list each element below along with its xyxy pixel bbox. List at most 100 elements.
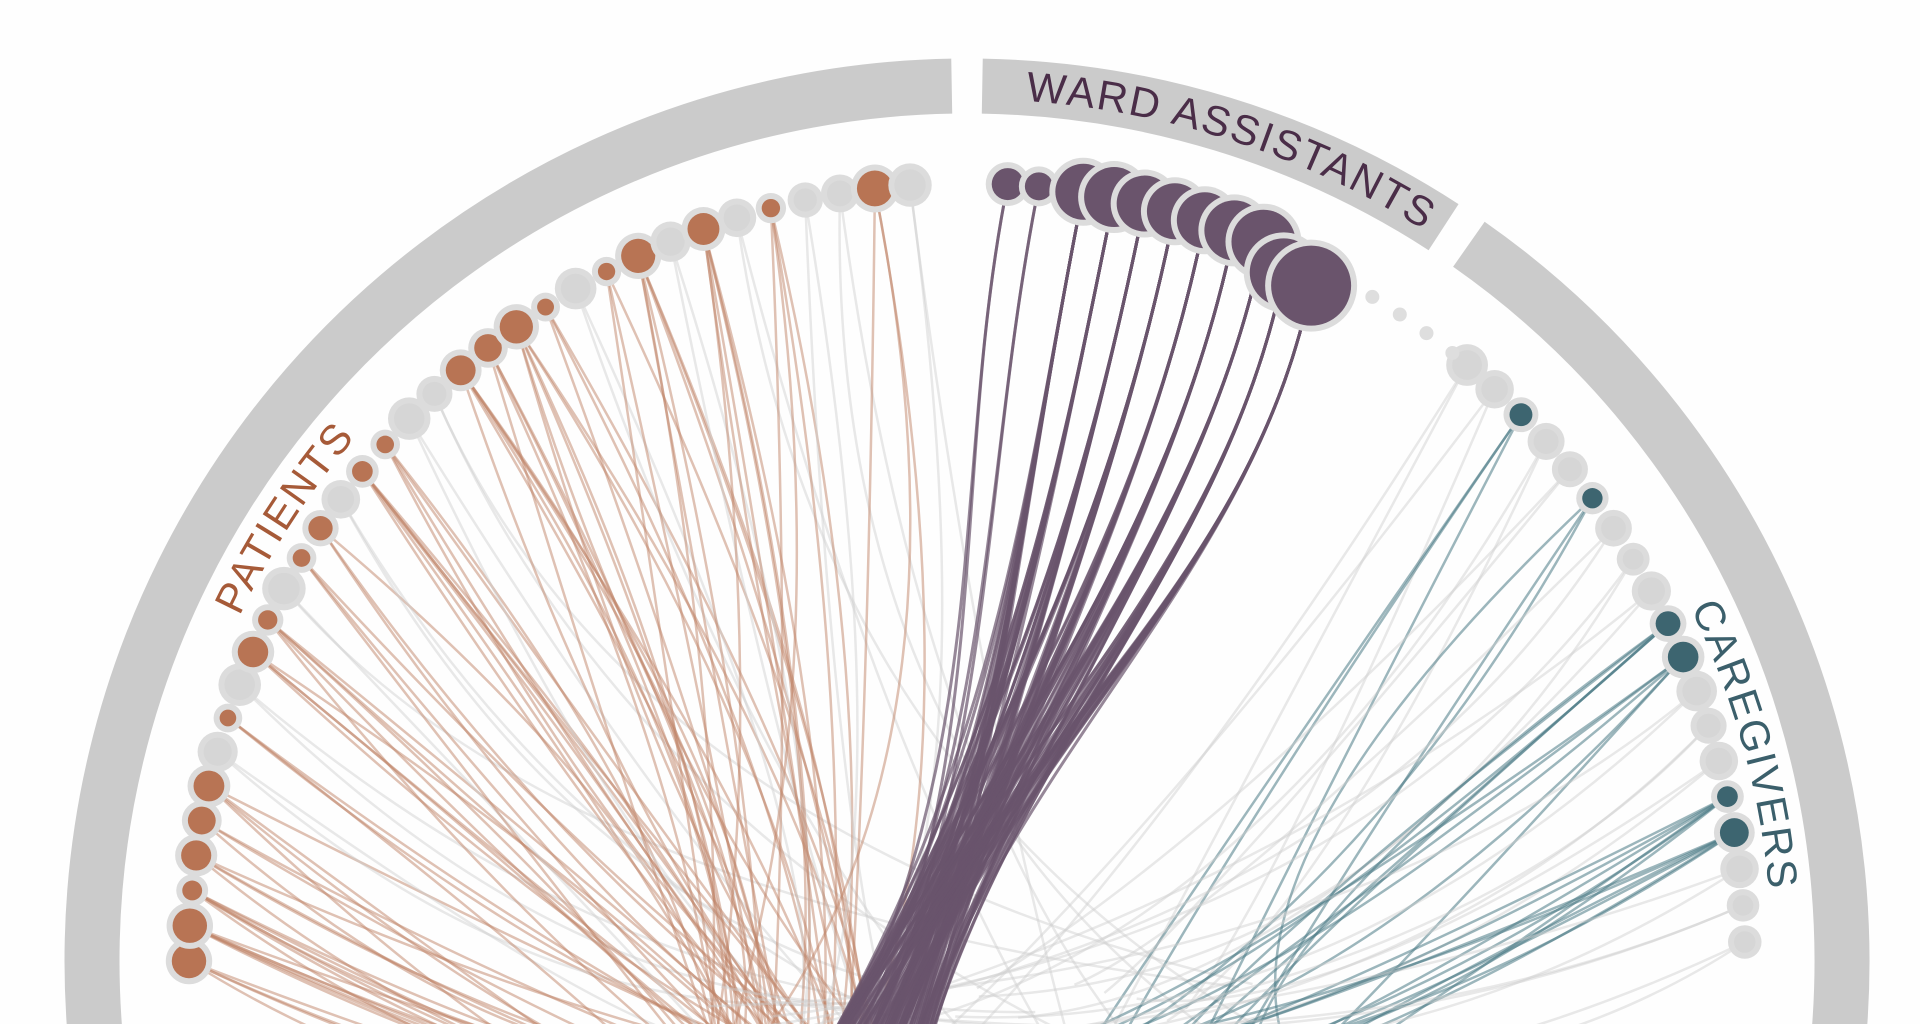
- link: [1259, 622, 1669, 1024]
- node: [445, 355, 476, 386]
- link: [515, 326, 831, 1024]
- link: [319, 527, 728, 1024]
- link: [486, 347, 716, 1024]
- node: [171, 943, 207, 979]
- link: [1348, 831, 1736, 1024]
- node: [1667, 641, 1699, 673]
- link: [636, 255, 764, 1024]
- ring: [64, 58, 1870, 1024]
- link: [515, 326, 866, 1024]
- link: [191, 889, 411, 1024]
- node: [1622, 548, 1644, 570]
- node: [1717, 786, 1738, 807]
- link: [838, 193, 1119, 1024]
- link: [195, 854, 527, 1024]
- link: [515, 326, 729, 1024]
- link: [216, 750, 656, 1024]
- node: [172, 908, 208, 943]
- link: [981, 364, 1469, 1024]
- link: [804, 199, 859, 1024]
- link: [266, 618, 750, 1024]
- node: [1419, 326, 1434, 341]
- link: [1183, 656, 1684, 1024]
- link: [1379, 867, 1741, 1024]
- link: [1395, 795, 1729, 1024]
- node: [1452, 350, 1482, 380]
- node: [1445, 345, 1460, 360]
- link: [702, 228, 830, 1024]
- node: [182, 880, 203, 901]
- link: [191, 889, 493, 1024]
- link: [1240, 795, 1728, 1024]
- link: [384, 443, 775, 1024]
- link: [1166, 440, 1548, 1023]
- link: [384, 443, 806, 1024]
- link: [319, 527, 779, 1024]
- link: [208, 785, 491, 1024]
- link: [735, 217, 1040, 1024]
- link: [433, 393, 1253, 986]
- node: [1601, 515, 1626, 541]
- node: [258, 610, 278, 630]
- link: [544, 306, 781, 1024]
- link: [266, 619, 650, 1024]
- link: [191, 889, 450, 1024]
- node: [1719, 818, 1749, 848]
- node: [474, 334, 502, 362]
- node: [1696, 713, 1721, 738]
- link: [1191, 622, 1669, 1024]
- link: [195, 854, 457, 1024]
- link: [300, 557, 795, 1024]
- node: [219, 709, 237, 727]
- node: [894, 169, 926, 201]
- node: [1582, 488, 1603, 509]
- link: [195, 854, 643, 1024]
- node: [1682, 676, 1711, 706]
- node: [292, 549, 311, 567]
- link: [300, 557, 710, 1024]
- node: [187, 806, 216, 835]
- link: [1086, 724, 1710, 1024]
- node: [1734, 931, 1756, 953]
- link: [266, 619, 676, 1024]
- link: [669, 241, 867, 1024]
- link: [408, 417, 850, 1024]
- link: [283, 587, 698, 1024]
- link: [733, 207, 799, 1024]
- link: [189, 924, 421, 1024]
- link: [459, 369, 748, 1024]
- link: [189, 924, 429, 1024]
- link: [1113, 364, 1469, 1024]
- node: [352, 461, 373, 482]
- link: [361, 470, 763, 1024]
- nodes: [165, 157, 1762, 985]
- link: [189, 924, 413, 1024]
- link: [188, 959, 342, 1024]
- link: [735, 217, 1257, 1024]
- node: [856, 170, 893, 207]
- link: [361, 470, 809, 1024]
- link: [191, 889, 467, 1024]
- link: [238, 683, 940, 1007]
- ring-segment: [1453, 221, 1870, 1024]
- node: [499, 310, 533, 344]
- link: [1154, 724, 1710, 1024]
- node: [597, 262, 616, 281]
- link: [1381, 831, 1735, 1024]
- link: [266, 619, 693, 1024]
- node: [308, 516, 333, 541]
- link: [1142, 656, 1684, 1024]
- link: [1202, 831, 1735, 1024]
- node: [237, 636, 269, 668]
- link: [252, 650, 734, 1024]
- links: [188, 183, 1746, 1024]
- link: [1136, 759, 1720, 1003]
- node: [1655, 611, 1681, 637]
- node: [991, 168, 1024, 201]
- node: [1024, 172, 1053, 201]
- link: [702, 228, 827, 1024]
- node: [1705, 747, 1733, 775]
- link: [803, 199, 884, 994]
- link: [769, 208, 784, 1024]
